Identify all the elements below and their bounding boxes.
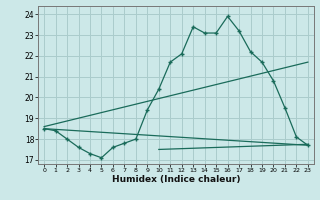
X-axis label: Humidex (Indice chaleur): Humidex (Indice chaleur) — [112, 175, 240, 184]
